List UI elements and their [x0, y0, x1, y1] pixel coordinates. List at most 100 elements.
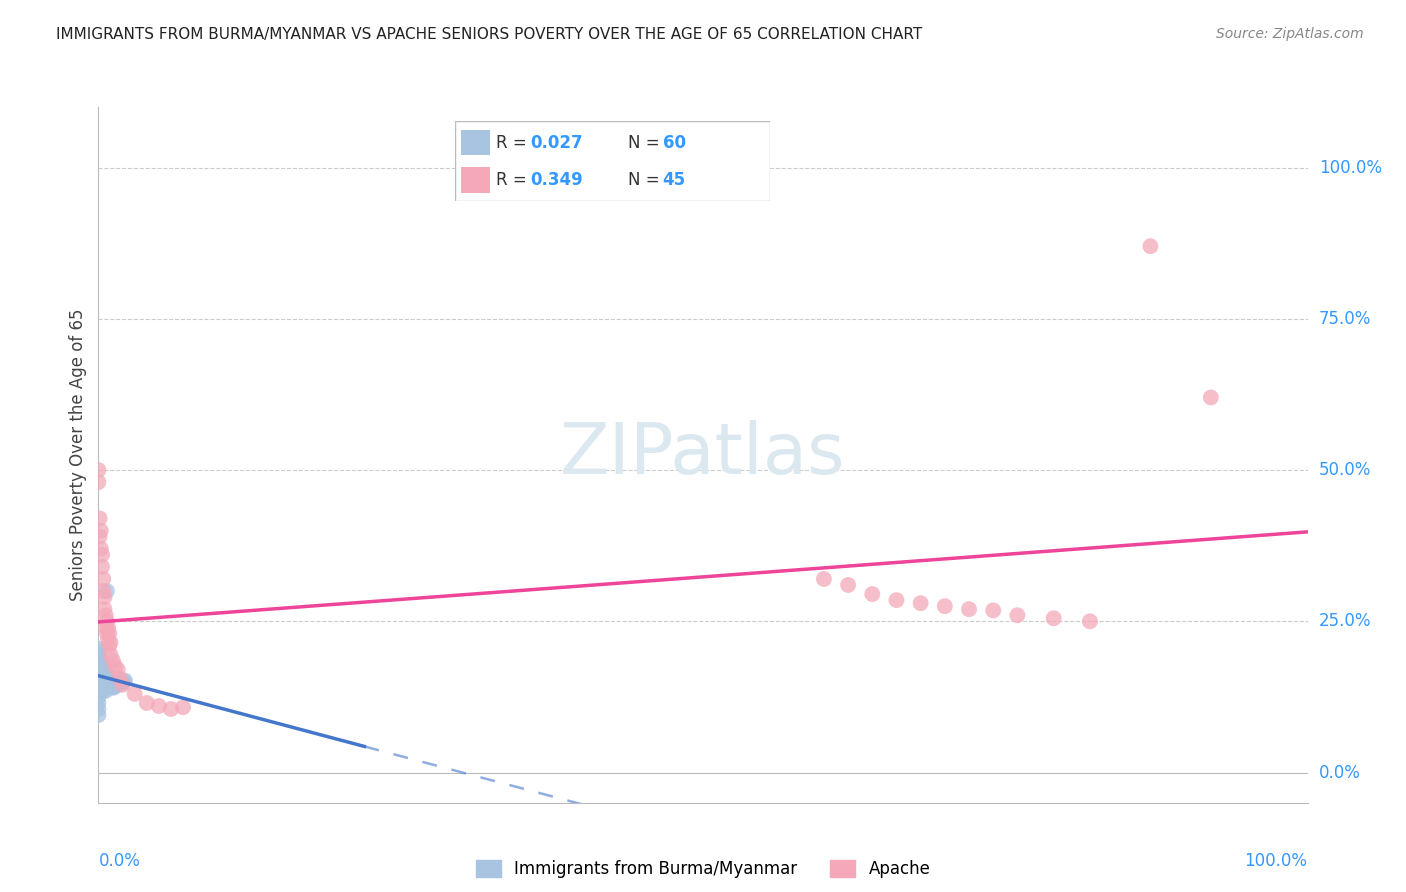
Point [97, 678, 120, 692]
Point [90, 654, 112, 668]
Point [87, 702, 110, 716]
Point [98, 674, 121, 689]
Text: Source: ZipAtlas.com: Source: ZipAtlas.com [1216, 27, 1364, 41]
Point [1078, 615, 1101, 629]
Point [89, 669, 111, 683]
Point [91, 674, 114, 689]
Point [97, 620, 120, 634]
Point [107, 663, 129, 677]
Point [94, 678, 117, 692]
Point [91, 559, 114, 574]
Point [94, 684, 117, 698]
Point [103, 678, 125, 692]
Point [104, 680, 127, 694]
Point [837, 578, 859, 592]
Point [981, 603, 1004, 617]
Point [91, 678, 114, 692]
Point [93, 663, 115, 677]
Point [87, 659, 110, 673]
Point [91, 684, 114, 698]
Point [957, 602, 980, 616]
Point [93, 669, 115, 683]
Point [90, 665, 112, 680]
Point [89, 511, 111, 525]
Point [1042, 611, 1064, 625]
Text: 25.0%: 25.0% [1319, 612, 1371, 631]
Point [89, 657, 111, 671]
Point [91, 669, 114, 683]
Point [91, 657, 114, 671]
Point [813, 572, 835, 586]
Legend: Immigrants from Burma/Myanmar, Apache: Immigrants from Burma/Myanmar, Apache [468, 854, 938, 885]
Point [111, 676, 134, 690]
Point [91, 584, 114, 599]
Point [89, 530, 111, 544]
Point [93, 602, 115, 616]
Point [91, 665, 114, 680]
Point [100, 648, 122, 662]
Point [1199, 391, 1222, 405]
Point [94, 665, 117, 680]
Point [87, 684, 110, 698]
Point [91, 659, 114, 673]
Point [114, 673, 136, 688]
Text: 0.0%: 0.0% [1319, 764, 1361, 781]
Point [93, 590, 115, 604]
Point [111, 678, 134, 692]
Point [1139, 239, 1161, 253]
Point [90, 659, 112, 673]
Point [160, 702, 183, 716]
Point [96, 626, 118, 640]
Point [87, 672, 110, 686]
Point [90, 524, 112, 538]
Point [101, 681, 124, 695]
Text: 100.0%: 100.0% [1319, 159, 1382, 177]
Point [96, 669, 118, 683]
Point [886, 593, 908, 607]
Point [87, 690, 110, 704]
Text: 100.0%: 100.0% [1244, 852, 1308, 870]
Point [89, 650, 111, 665]
Point [172, 700, 194, 714]
Point [91, 681, 114, 695]
Point [91, 548, 114, 562]
Text: 50.0%: 50.0% [1319, 461, 1371, 479]
Point [87, 463, 110, 477]
Point [97, 632, 120, 647]
Point [87, 475, 110, 490]
Point [91, 672, 114, 686]
Point [94, 608, 117, 623]
Point [148, 698, 170, 713]
Point [98, 626, 121, 640]
Text: ZIPatlas: ZIPatlas [560, 420, 846, 490]
Point [108, 674, 131, 689]
Point [91, 663, 114, 677]
Point [90, 678, 112, 692]
Point [100, 678, 122, 692]
Point [90, 541, 112, 556]
Point [90, 684, 112, 698]
Point [108, 672, 131, 686]
Point [105, 678, 128, 692]
Point [107, 676, 129, 690]
Point [94, 672, 117, 686]
Point [110, 674, 132, 689]
Y-axis label: Seniors Poverty Over the Age of 65: Seniors Poverty Over the Age of 65 [69, 309, 87, 601]
Point [89, 674, 111, 689]
Point [96, 584, 118, 599]
Point [98, 639, 121, 653]
Point [135, 696, 157, 710]
Point [93, 674, 115, 689]
Point [91, 572, 114, 586]
Point [94, 620, 117, 634]
Point [100, 635, 122, 649]
Point [101, 654, 124, 668]
Point [97, 672, 120, 686]
Point [96, 615, 118, 629]
Point [124, 687, 146, 701]
Point [108, 673, 131, 688]
Point [87, 648, 110, 662]
Point [112, 674, 135, 689]
Point [1007, 608, 1029, 623]
Text: 0.0%: 0.0% [98, 852, 141, 870]
